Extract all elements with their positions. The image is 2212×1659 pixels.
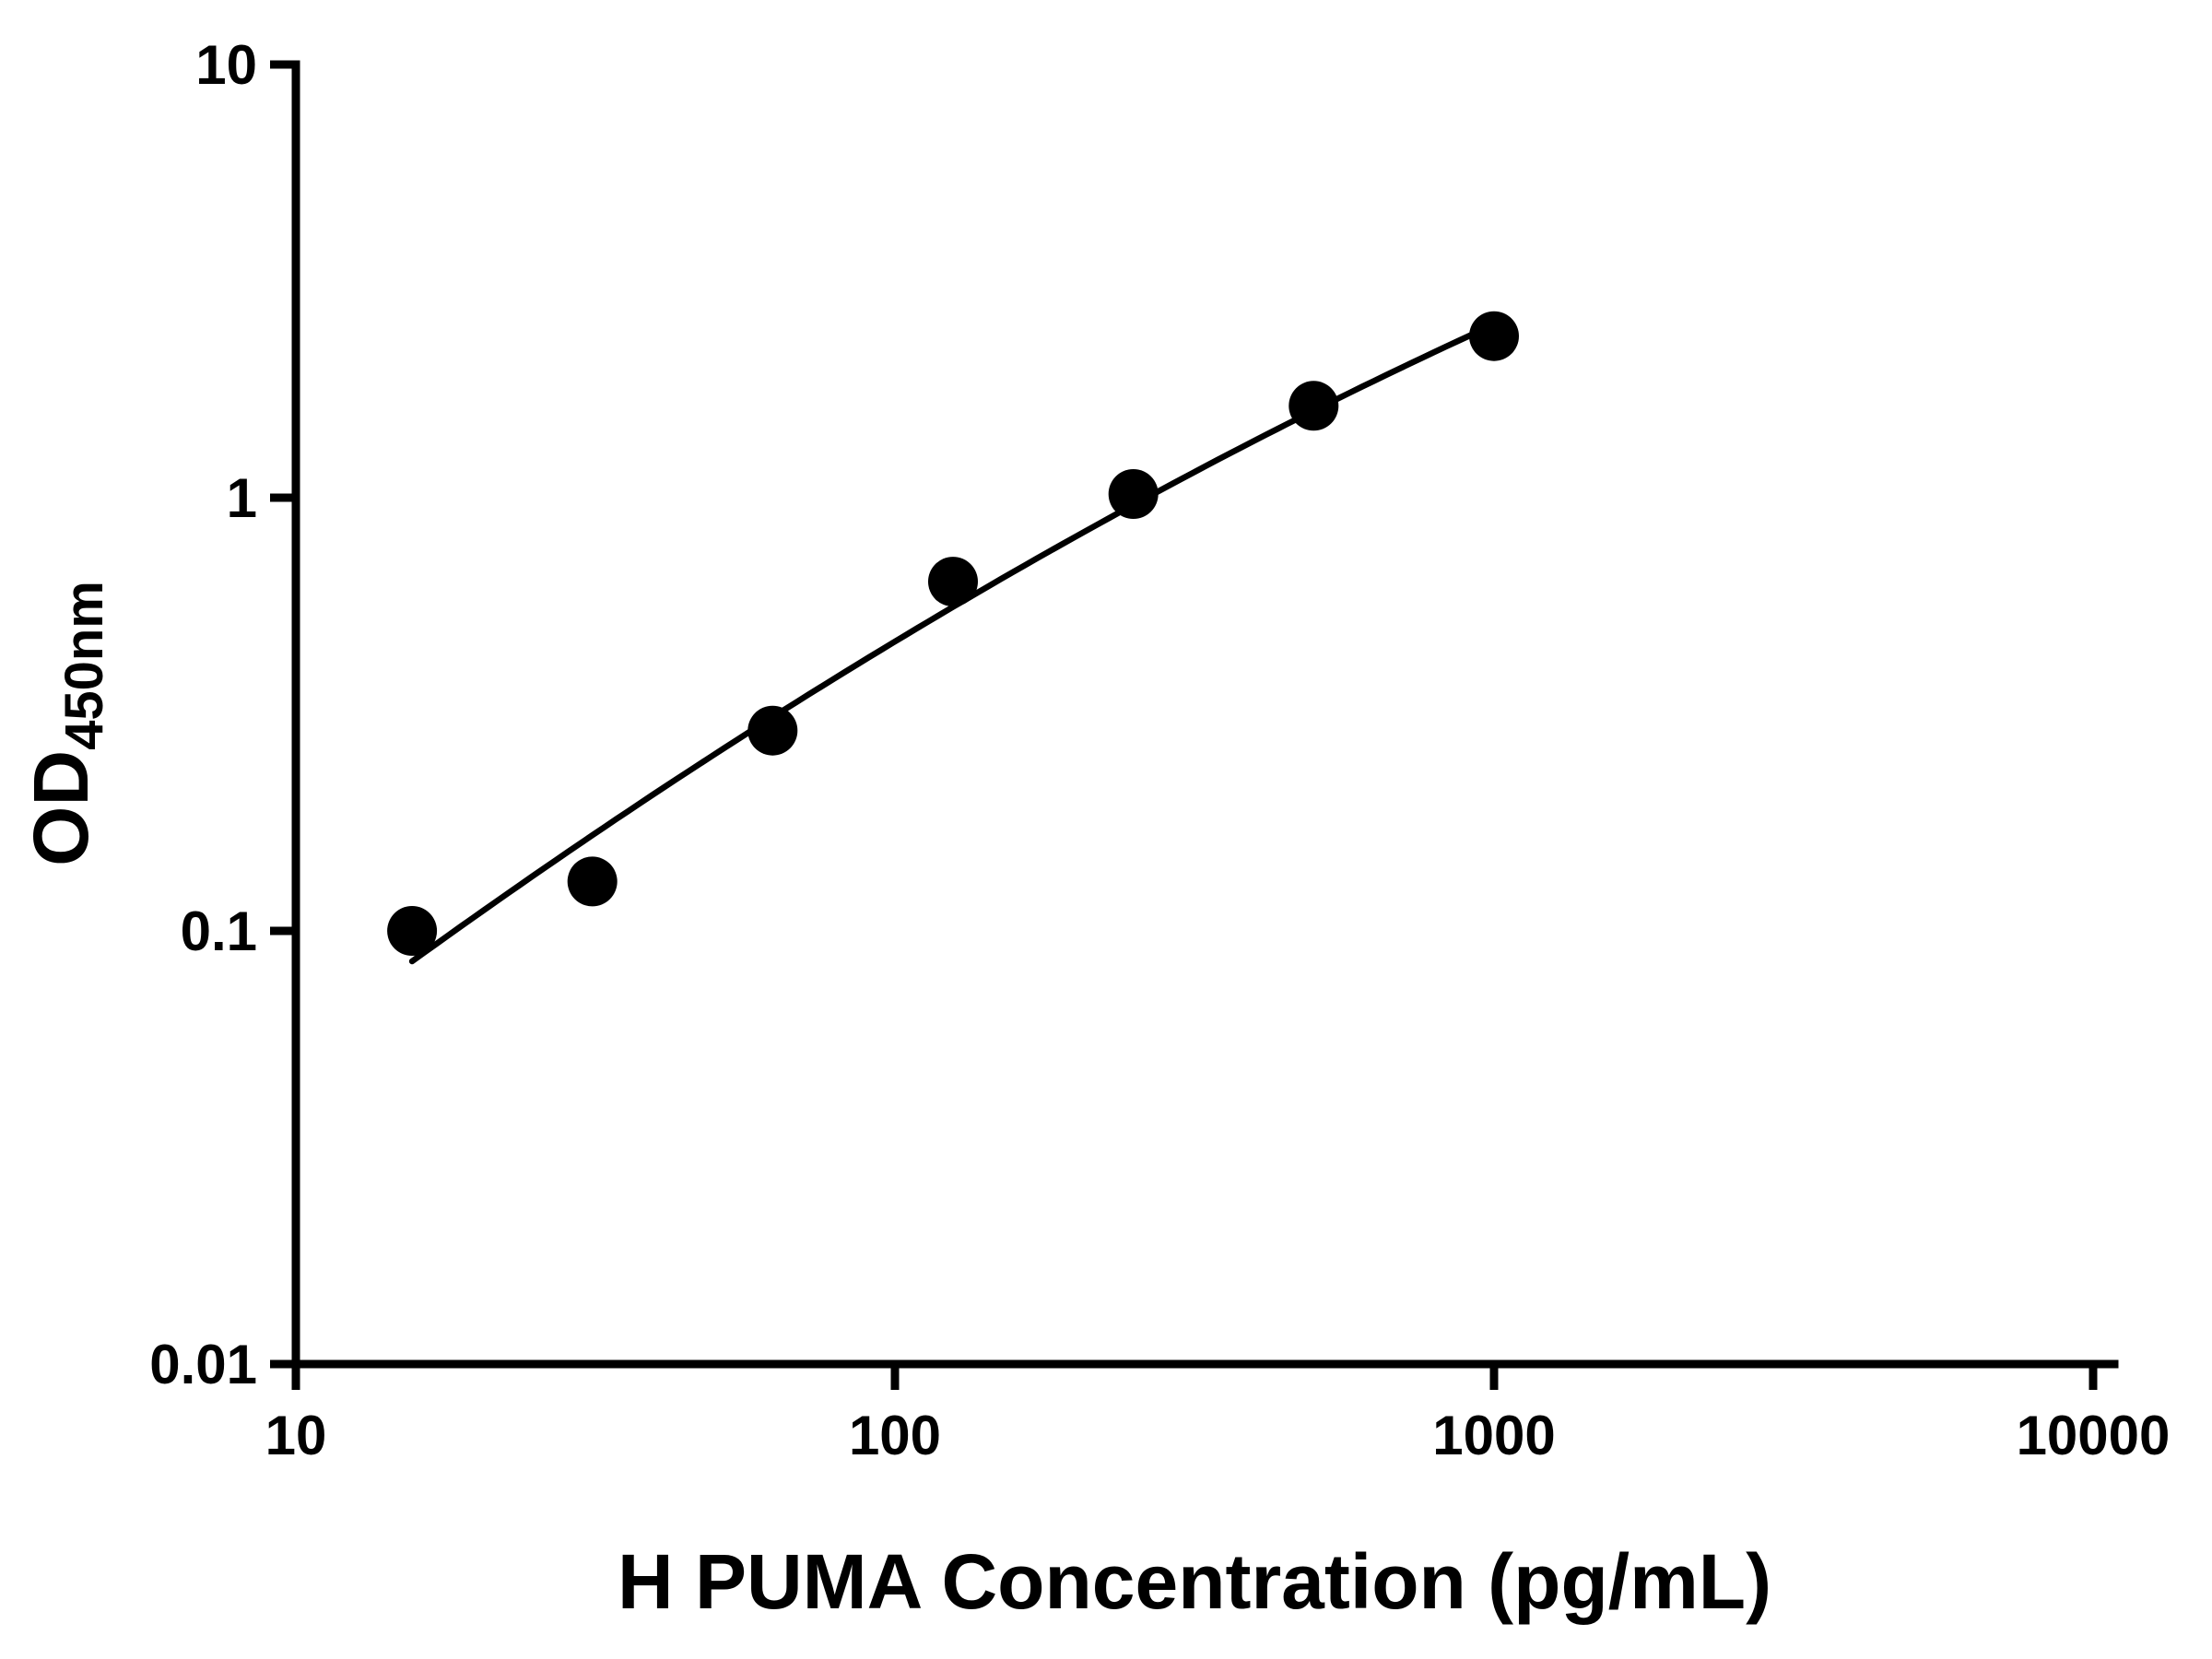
data-point (928, 557, 978, 607)
data-point (1108, 469, 1159, 519)
x-tick-label: 10000 (2017, 1405, 2171, 1466)
y-tick-label: 10 (195, 34, 257, 96)
y-tick-label: 0.1 (181, 900, 257, 962)
x-axis-title: H PUMA Concentration (pg/mL) (618, 1538, 1771, 1625)
y-tick-label: 1 (227, 467, 257, 529)
data-point (1288, 381, 1339, 431)
y-axis-title: OD450nm (18, 581, 114, 866)
x-tick-label: 1000 (1432, 1405, 1555, 1466)
x-tick-label: 100 (849, 1405, 941, 1466)
y-axis-title-main: OD (18, 750, 104, 866)
data-point (1469, 311, 1519, 361)
x-tick-label: 10 (265, 1405, 327, 1466)
y-tick-label: 0.01 (149, 1334, 257, 1395)
data-point (747, 705, 798, 756)
data-point (567, 856, 618, 907)
data-point (387, 906, 438, 956)
y-axis-title-subscript: 450nm (54, 581, 114, 750)
